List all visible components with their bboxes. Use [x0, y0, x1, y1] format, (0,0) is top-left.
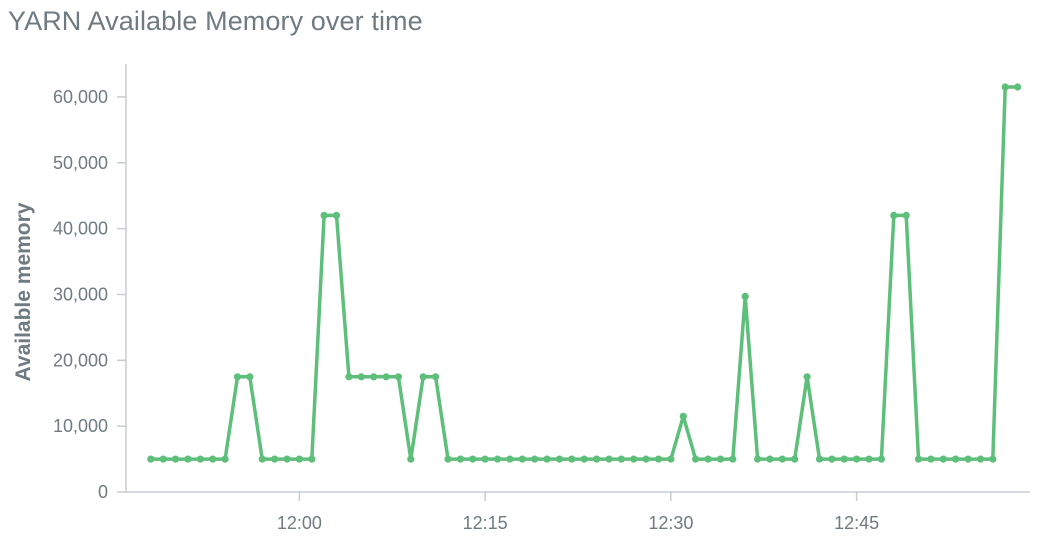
data-point	[568, 456, 575, 463]
y-tick-label: 0	[98, 482, 108, 502]
y-tick-label: 60,000	[53, 87, 108, 107]
data-point	[308, 456, 315, 463]
data-point	[432, 373, 439, 380]
y-tick-label: 20,000	[53, 350, 108, 370]
data-point	[482, 456, 489, 463]
data-point	[370, 373, 377, 380]
data-point	[729, 456, 736, 463]
data-point	[358, 373, 365, 380]
data-point	[383, 373, 390, 380]
data-point	[915, 456, 922, 463]
data-point	[704, 456, 711, 463]
data-point	[655, 456, 662, 463]
data-point	[420, 373, 427, 380]
x-tick-label: 12:00	[277, 513, 322, 533]
data-point	[172, 456, 179, 463]
data-point	[643, 456, 650, 463]
data-point	[878, 456, 885, 463]
data-point	[444, 456, 451, 463]
data-point	[506, 456, 513, 463]
data-point	[147, 456, 154, 463]
data-point	[890, 212, 897, 219]
data-point	[804, 373, 811, 380]
data-point	[680, 413, 687, 420]
data-point	[779, 456, 786, 463]
data-point	[407, 456, 414, 463]
data-point	[853, 456, 860, 463]
x-tick-label: 12:30	[648, 513, 693, 533]
data-point	[457, 456, 464, 463]
data-point	[283, 456, 290, 463]
data-point	[828, 456, 835, 463]
data-point	[184, 456, 191, 463]
data-point	[581, 456, 588, 463]
data-point	[667, 456, 674, 463]
data-point	[271, 456, 278, 463]
data-point	[543, 456, 550, 463]
y-tick-label: 40,000	[53, 219, 108, 239]
data-point	[618, 456, 625, 463]
data-point	[977, 456, 984, 463]
data-point	[927, 456, 934, 463]
data-point	[742, 293, 749, 300]
data-point	[469, 456, 476, 463]
data-point	[865, 456, 872, 463]
data-point	[630, 456, 637, 463]
data-point	[791, 456, 798, 463]
data-point	[989, 456, 996, 463]
y-axis: 0 10,000 20,000 30,000 40,000 50,000 60,000 Ava…	[12, 64, 126, 502]
data-point	[692, 456, 699, 463]
data-point	[345, 373, 352, 380]
y-tick-label: 10,000	[53, 416, 108, 436]
x-tick-label: 12:45	[834, 513, 879, 533]
data-point	[222, 456, 229, 463]
data-point	[754, 456, 761, 463]
data-point	[766, 456, 773, 463]
y-tick-label: 30,000	[53, 284, 108, 304]
data-point	[952, 456, 959, 463]
data-point	[259, 456, 266, 463]
y-axis-label: Available memory	[12, 202, 35, 381]
data-point	[321, 212, 328, 219]
data-point	[1002, 83, 1009, 90]
data-point	[296, 456, 303, 463]
data-point	[160, 456, 167, 463]
data-point	[717, 456, 724, 463]
data-point	[841, 456, 848, 463]
data-point	[965, 456, 972, 463]
x-tick-label: 12:15	[463, 513, 508, 533]
series-line	[151, 87, 1018, 459]
data-point	[519, 456, 526, 463]
x-axis: 12:00 12:15 12:30 12:45	[126, 492, 1030, 533]
y-tick-label: 50,000	[53, 153, 108, 173]
data-point	[246, 373, 253, 380]
data-point	[556, 456, 563, 463]
data-point	[593, 456, 600, 463]
data-point	[605, 456, 612, 463]
data-point	[197, 456, 204, 463]
data-point	[816, 456, 823, 463]
data-point	[234, 373, 241, 380]
data-point	[1014, 83, 1021, 90]
data-point	[209, 456, 216, 463]
data-point	[333, 212, 340, 219]
data-point	[940, 456, 947, 463]
data-point	[494, 456, 501, 463]
series-layer	[147, 83, 1021, 462]
data-point	[903, 212, 910, 219]
data-point	[395, 373, 402, 380]
data-point	[531, 456, 538, 463]
